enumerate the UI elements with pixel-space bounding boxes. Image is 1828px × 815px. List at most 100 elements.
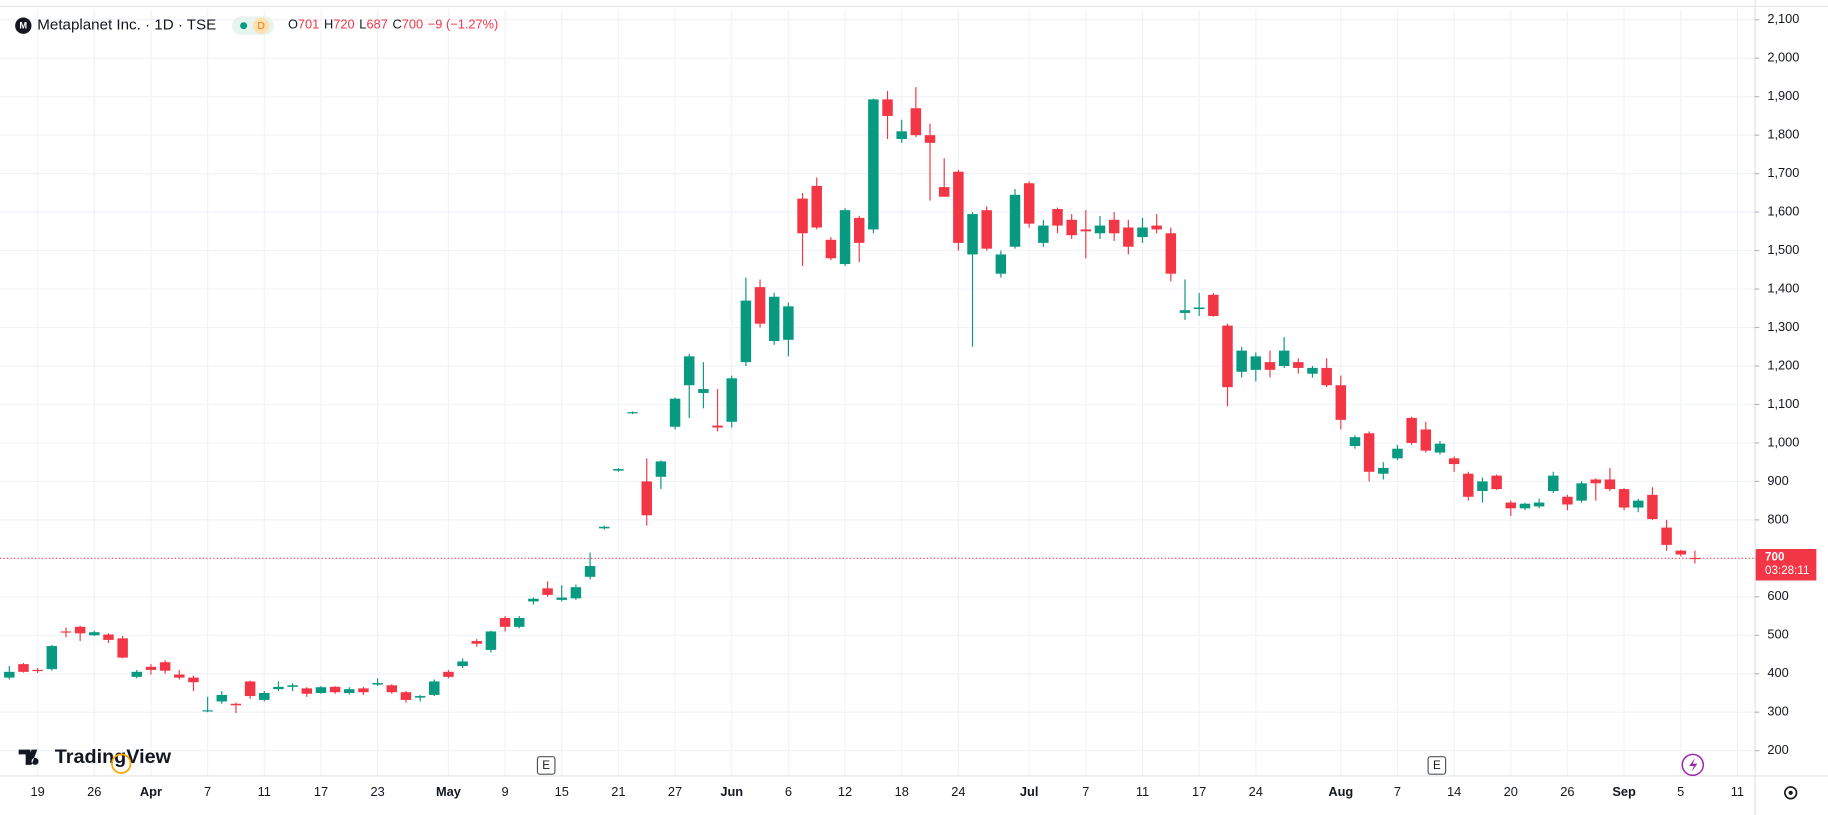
- candle-body: [1533, 502, 1545, 507]
- last-price-box: [1755, 549, 1817, 581]
- candle-body: [131, 671, 143, 677]
- candle-body: [1576, 483, 1587, 501]
- candle-body: [768, 296, 780, 341]
- earnings-marker[interactable]: E: [1427, 756, 1447, 775]
- candle-body: [556, 597, 567, 600]
- candle-body: [329, 686, 341, 693]
- candle-body: [797, 198, 808, 234]
- candle-body: [1094, 225, 1106, 234]
- y-tick-label: 1,500: [1767, 242, 1799, 257]
- legend-key: H: [324, 17, 333, 32]
- candle-body: [1052, 209, 1063, 226]
- x-tick-label: Jul: [1020, 784, 1039, 799]
- candle-body: [1633, 500, 1644, 508]
- gear-center: [1788, 790, 1793, 795]
- watermark-logo: [18, 749, 39, 765]
- candle-body: [514, 617, 525, 627]
- candle-body: [159, 662, 171, 671]
- ohlc-legend: O701 H720 L687 C700 −9 (−1.27%): [288, 17, 498, 32]
- candle-body: [1137, 227, 1148, 238]
- earnings-label: E: [542, 759, 550, 772]
- x-tick-label: 26: [87, 784, 101, 799]
- y-tick-label: 1,600: [1767, 204, 1799, 219]
- candle-body: [1548, 475, 1559, 492]
- y-tick-label: 1,900: [1767, 88, 1799, 103]
- legend-value: 687: [366, 17, 387, 32]
- candle-body: [103, 634, 114, 640]
- legend-change: −9 (−1.27%): [428, 17, 499, 32]
- x-tick-label: 20: [1504, 784, 1518, 799]
- legend-value: 700: [402, 17, 423, 32]
- x-tick-label: 27: [668, 784, 682, 799]
- candle-body: [1264, 362, 1276, 370]
- candle-body: [117, 638, 128, 658]
- x-tick-label: 26: [1560, 784, 1574, 799]
- candle-body: [1675, 550, 1687, 555]
- event-flash[interactable]: [1681, 753, 1705, 777]
- candle-body: [613, 469, 624, 471]
- candle-body: [584, 566, 596, 577]
- candle-body: [1307, 367, 1318, 374]
- x-tick-label: 7: [204, 784, 211, 799]
- candle-body: [896, 131, 907, 140]
- y-tick-label: 900: [1767, 473, 1788, 488]
- y-tick-label: 1,800: [1767, 127, 1799, 142]
- candle-body: [46, 646, 58, 670]
- candle-body: [429, 681, 440, 695]
- x-tick-label: 14: [1447, 784, 1461, 799]
- candle-body: [740, 300, 752, 363]
- candle-body: [1477, 481, 1488, 492]
- x-tick-label: 11: [1136, 784, 1149, 799]
- candle-body: [1349, 437, 1361, 447]
- candle-body: [457, 661, 468, 667]
- candle-body: [910, 108, 922, 136]
- candle-body: [598, 526, 610, 529]
- candle-body: [1392, 448, 1403, 459]
- candle-body: [273, 686, 284, 690]
- candle-body: [386, 685, 398, 693]
- candle-body: [1023, 183, 1035, 224]
- candle-body: [315, 687, 327, 693]
- x-tick-label: 15: [555, 784, 569, 799]
- candle-body: [287, 685, 298, 687]
- candle-body: [1448, 458, 1460, 465]
- x-tick-label: 11: [258, 784, 271, 799]
- settings-button[interactable]: [1784, 786, 1798, 800]
- candle-body: [1179, 310, 1191, 313]
- earnings-label: E: [1433, 759, 1441, 772]
- earnings-box: [1427, 756, 1447, 775]
- candle-body: [60, 631, 72, 633]
- candle-body: [259, 692, 270, 700]
- gear-icon: [1784, 786, 1798, 800]
- candle-body: [1519, 503, 1531, 509]
- candle-body: [1491, 475, 1502, 490]
- candle-body: [953, 171, 964, 243]
- x-tick-label: 18: [895, 784, 909, 799]
- candle-body: [1066, 219, 1077, 236]
- last-price-label: 700: [1765, 550, 1784, 563]
- candle-body: [938, 187, 950, 197]
- candle-body: [1505, 502, 1517, 509]
- x-tick-label: Sep: [1612, 784, 1636, 799]
- badge-bg: [252, 17, 270, 34]
- legend-value: 701: [298, 17, 319, 32]
- candle-body: [669, 398, 681, 427]
- candle-body: [1604, 479, 1616, 490]
- interval-badge: D: [257, 21, 265, 32]
- candle-body: [1420, 429, 1432, 451]
- symbol-title[interactable]: Metaplanet Inc. · 1D · TSE: [37, 17, 216, 34]
- candle-body: [995, 254, 1007, 274]
- y-tick-label: 1,400: [1767, 280, 1799, 295]
- candle-body: [570, 587, 582, 599]
- candle-body: [244, 681, 256, 697]
- candle-body: [358, 688, 369, 693]
- y-tick-label: 1,300: [1767, 319, 1799, 334]
- watermark-ring: [111, 753, 132, 774]
- x-tick-label: 24: [1249, 784, 1263, 799]
- x-tick-label: 11: [1731, 784, 1744, 799]
- earnings-marker[interactable]: E: [536, 756, 556, 775]
- candle-body: [1463, 473, 1474, 497]
- candle-body: [1151, 225, 1162, 230]
- y-tick-label: 800: [1767, 511, 1788, 526]
